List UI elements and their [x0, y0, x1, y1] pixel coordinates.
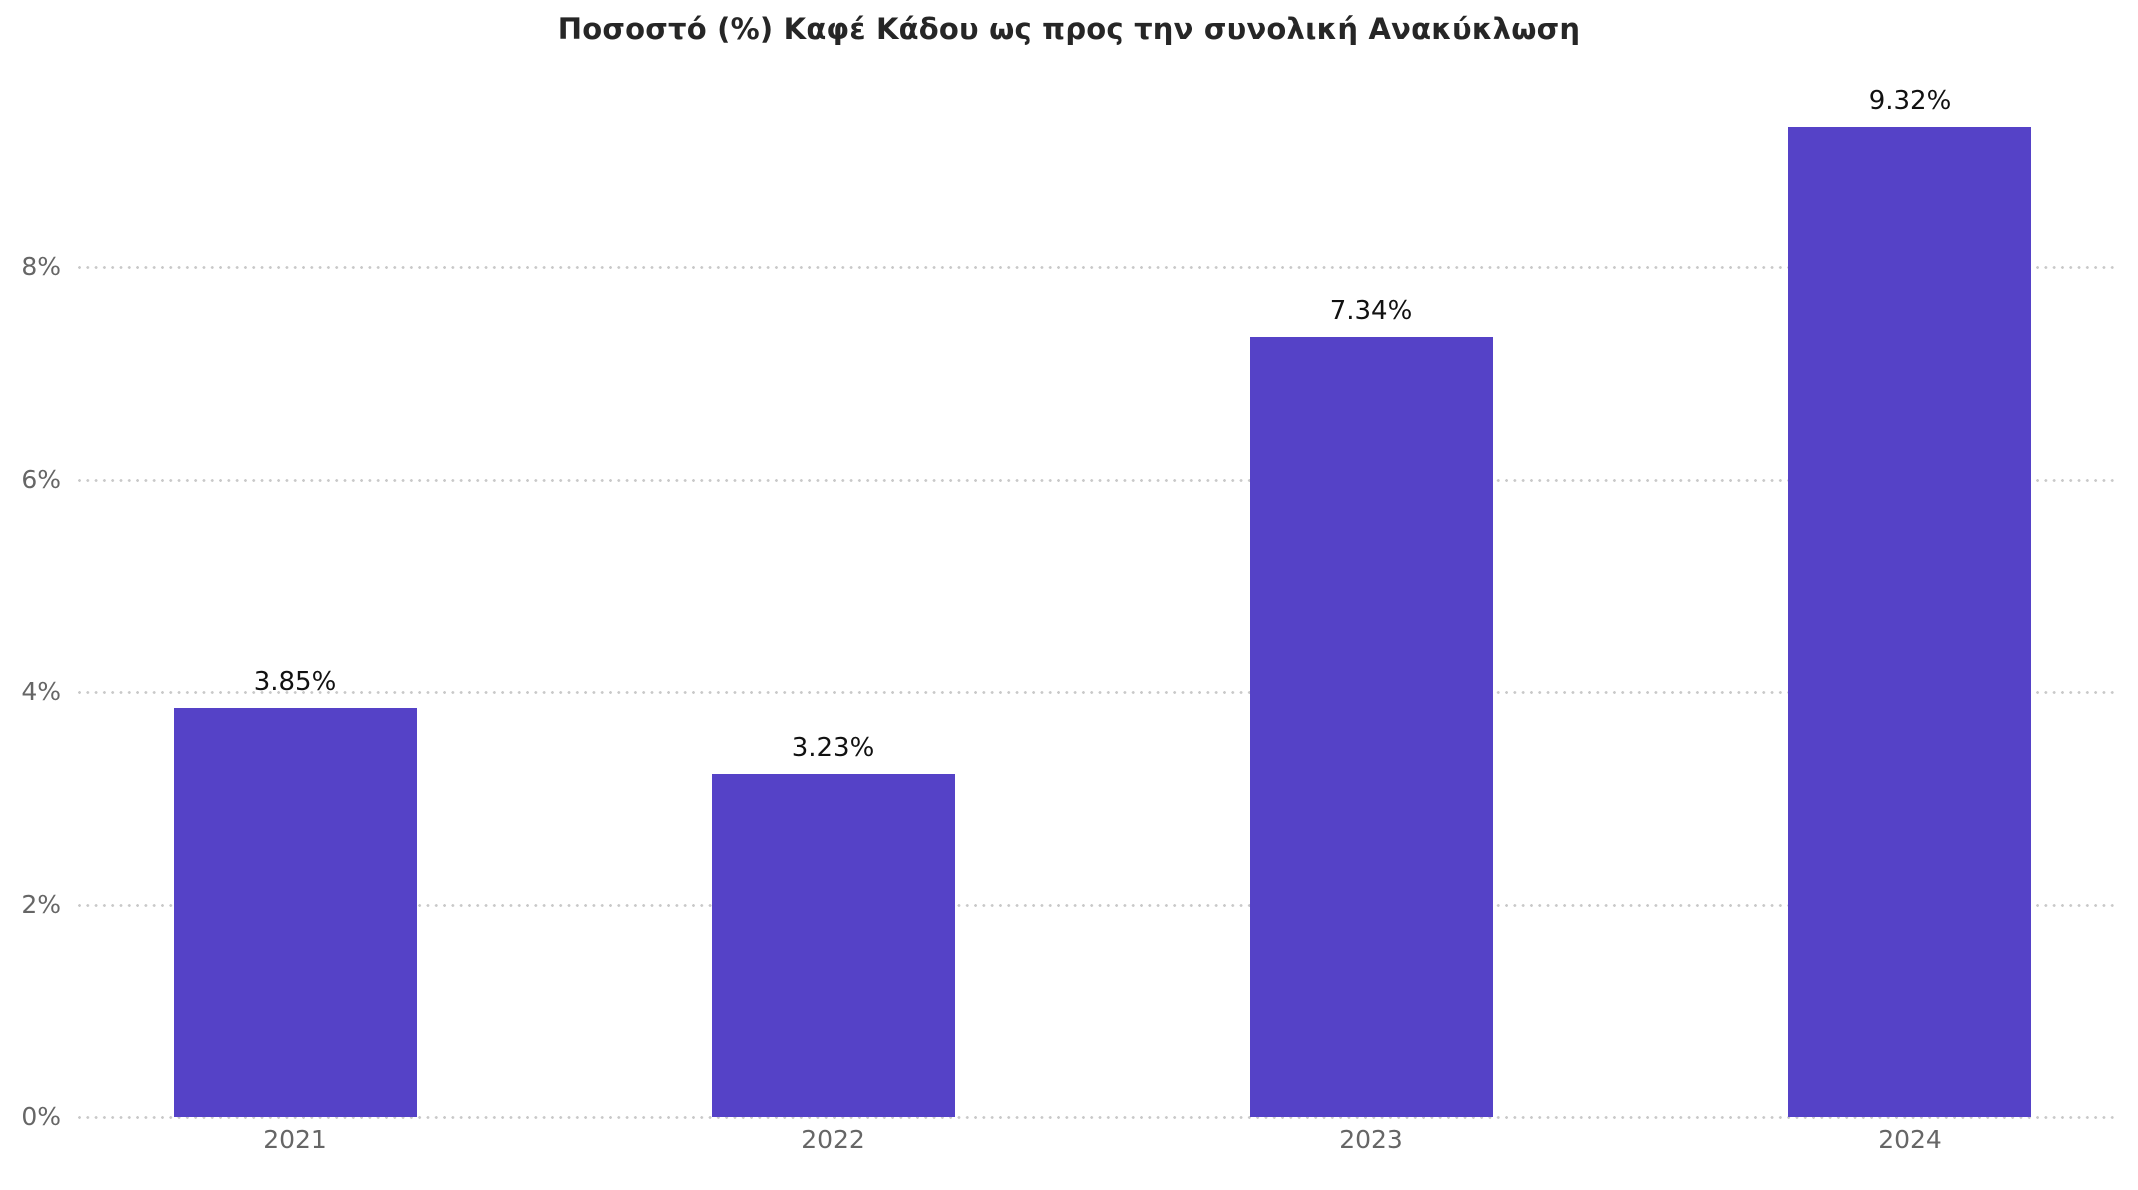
bar-2024[interactable] — [1788, 127, 2031, 1117]
gridline — [78, 1116, 2118, 1119]
bar-value-label: 7.34% — [1329, 296, 1413, 326]
gridline — [78, 903, 2118, 907]
x-axis-category-label: 2022 — [801, 1125, 865, 1154]
bar-value-label: 3.23% — [791, 733, 875, 763]
y-axis-tick-label: 4% — [21, 677, 61, 707]
y-axis-tick-label: 8% — [21, 252, 61, 282]
gridline — [78, 691, 2118, 695]
bar-2021[interactable] — [174, 708, 417, 1117]
chart-title: Ποσοστό (%) Καφέ Κάδου ως προς την συνολ… — [557, 12, 1581, 46]
bar-value-label: 3.85% — [253, 667, 337, 697]
gridline — [78, 266, 2118, 270]
gridline — [78, 478, 2118, 482]
y-axis-tick-label: 2% — [21, 889, 61, 919]
x-axis-category-label: 2024 — [1878, 1125, 1942, 1154]
bar-2023[interactable] — [1250, 337, 1493, 1117]
y-axis-tick-label: 6% — [21, 464, 61, 494]
x-axis-category-label: 2021 — [263, 1125, 327, 1154]
y-axis-tick-label: 0% — [21, 1102, 61, 1131]
bar-value-label: 9.32% — [1868, 86, 1952, 116]
x-axis-category-label: 2023 — [1339, 1125, 1403, 1154]
bar-2022[interactable] — [712, 774, 955, 1117]
